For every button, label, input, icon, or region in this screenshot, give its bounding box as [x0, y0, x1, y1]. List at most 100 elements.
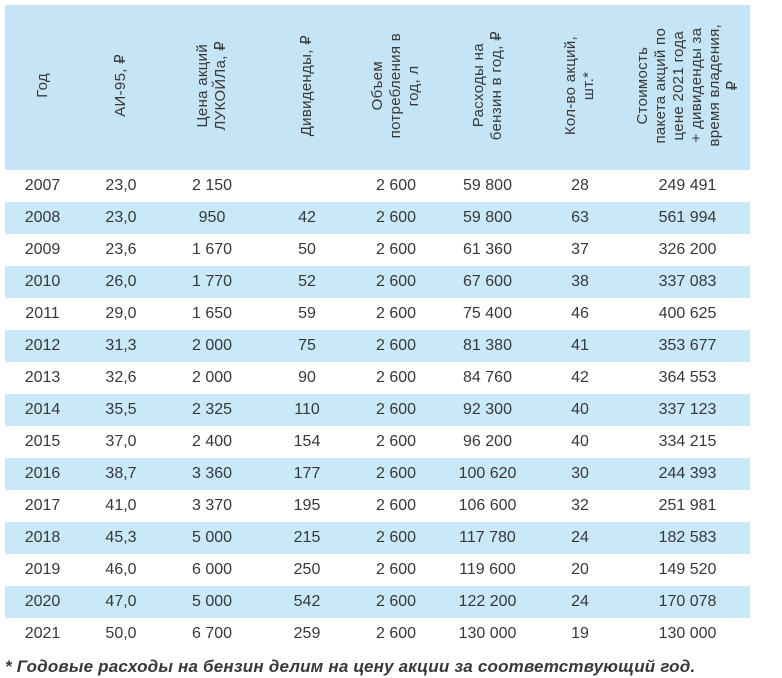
table-cell: 59 800 — [440, 170, 535, 202]
table-cell — [262, 170, 352, 202]
table-cell: 364 553 — [625, 362, 750, 394]
table-cell: 2 600 — [352, 362, 440, 394]
column-header-dividends-label: Дивиденды, ₽ — [298, 34, 315, 137]
table-cell: 2021 — [5, 618, 80, 650]
table-cell: 2 600 — [352, 330, 440, 362]
table-cell: 177 — [262, 458, 352, 490]
footnote: * Годовые расходы на бензин делим на цен… — [5, 657, 696, 676]
table-cell: 337 123 — [625, 394, 750, 426]
table-cell: 2 600 — [352, 202, 440, 234]
table-cell: 2 325 — [162, 394, 262, 426]
table-row: 2007 23,0 2 150 2 600 59 800 28 249 491 — [5, 170, 750, 202]
table-header: Год АИ-95, ₽ Цена акций ЛУКОЙЛа, ₽ Дивид… — [5, 5, 750, 170]
column-header-lukoil-share-price: Цена акций ЛУКОЙЛа, ₽ — [162, 5, 262, 170]
table-cell: 96 200 — [440, 426, 535, 458]
table-cell: 38 — [535, 266, 625, 298]
table-cell: 37 — [535, 234, 625, 266]
table-row: 2017 41,0 3 370 195 2 600 106 600 32 251 981 — [5, 490, 750, 522]
table-cell: 75 — [262, 330, 352, 362]
table-cell: 63 — [535, 202, 625, 234]
table-cell: 2013 — [5, 362, 80, 394]
table-cell: 950 — [162, 202, 262, 234]
table-cell: 67 600 — [440, 266, 535, 298]
table-cell: 119 600 — [440, 554, 535, 586]
table-cell: 100 620 — [440, 458, 535, 490]
table-cell: 3 360 — [162, 458, 262, 490]
table-cell: 46,0 — [80, 554, 162, 586]
header-row: Год АИ-95, ₽ Цена акций ЛУКОЙЛа, ₽ Дивид… — [5, 5, 750, 170]
table-cell: 2009 — [5, 234, 80, 266]
table-cell: 2 400 — [162, 426, 262, 458]
table-cell: 326 200 — [625, 234, 750, 266]
table-cell: 2 600 — [352, 298, 440, 330]
table-row: 2021 50,0 6 700 259 2 600 130 000 19 130 000 — [5, 618, 750, 650]
column-header-dividends: Дивиденды, ₽ — [262, 5, 352, 170]
table-cell: 106 600 — [440, 490, 535, 522]
table-row: 2016 38,7 3 360 177 2 600 100 620 30 244 393 — [5, 458, 750, 490]
table-row: 2009 23,6 1 670 50 2 600 61 360 37 326 200 — [5, 234, 750, 266]
table-cell: 26,0 — [80, 266, 162, 298]
table-cell: 23,0 — [80, 170, 162, 202]
table-cell: 31,3 — [80, 330, 162, 362]
column-header-lukoil-share-price-label: Цена акций ЛУКОЙЛа, ₽ — [194, 40, 229, 131]
column-header-share-count: Кол-во акций, шт.* — [535, 5, 625, 170]
table-row: 2014 35,5 2 325 110 2 600 92 300 40 337 123 — [5, 394, 750, 426]
table-cell: 3 370 — [162, 490, 262, 522]
table-cell: 244 393 — [625, 458, 750, 490]
column-header-ai95-price: АИ-95, ₽ — [80, 5, 162, 170]
table-cell: 5 000 — [162, 586, 262, 618]
table-cell: 130 000 — [440, 618, 535, 650]
table-cell: 149 520 — [625, 554, 750, 586]
table-cell: 40 — [535, 394, 625, 426]
table-row: 2019 46,0 6 000 250 2 600 119 600 20 149 520 — [5, 554, 750, 586]
table-cell: 61 360 — [440, 234, 535, 266]
table-cell: 195 — [262, 490, 352, 522]
table-row: 2008 23,0 950 42 2 600 59 800 63 561 994 — [5, 202, 750, 234]
table-cell: 37,0 — [80, 426, 162, 458]
table-row: 2011 29,0 1 650 59 2 600 75 400 46 400 625 — [5, 298, 750, 330]
table-cell: 52 — [262, 266, 352, 298]
table-cell: 38,7 — [80, 458, 162, 490]
table-cell: 1 770 — [162, 266, 262, 298]
table-cell: 90 — [262, 362, 352, 394]
table-cell: 41 — [535, 330, 625, 362]
table-row: 2018 45,3 5 000 215 2 600 117 780 24 182 583 — [5, 522, 750, 554]
table-cell: 6 700 — [162, 618, 262, 650]
table-body: 2007 23,0 2 150 2 600 59 800 28 249 491 2008 23,… — [5, 170, 750, 650]
table-cell: 19 — [535, 618, 625, 650]
table-cell: 46 — [535, 298, 625, 330]
table-cell: 2 150 — [162, 170, 262, 202]
table-cell: 2016 — [5, 458, 80, 490]
table-cell: 1 670 — [162, 234, 262, 266]
table-cell: 110 — [262, 394, 352, 426]
table-row: 2013 32,6 2 000 90 2 600 84 760 42 364 553 — [5, 362, 750, 394]
table-cell: 50 — [262, 234, 352, 266]
table-cell: 130 000 — [625, 618, 750, 650]
table-cell: 542 — [262, 586, 352, 618]
table-cell: 42 — [262, 202, 352, 234]
table-cell: 259 — [262, 618, 352, 650]
table-cell: 250 — [262, 554, 352, 586]
table-cell: 47,0 — [80, 586, 162, 618]
table-row: 2012 31,3 2 000 75 2 600 81 380 41 353 677 — [5, 330, 750, 362]
table-cell: 122 200 — [440, 586, 535, 618]
table-cell: 81 380 — [440, 330, 535, 362]
table-cell: 42 — [535, 362, 625, 394]
table-cell: 92 300 — [440, 394, 535, 426]
table-cell: 6 000 — [162, 554, 262, 586]
table-cell: 45,3 — [80, 522, 162, 554]
table-cell: 2014 — [5, 394, 80, 426]
table-cell: 2008 — [5, 202, 80, 234]
table-cell: 41,0 — [80, 490, 162, 522]
column-header-ai95-price-label: АИ-95, ₽ — [112, 54, 129, 117]
column-header-annual-fuel-cost-label: Расходы на бензин в год, ₽ — [469, 30, 505, 141]
table-cell: 23,6 — [80, 234, 162, 266]
table-cell: 2 600 — [352, 266, 440, 298]
table-cell: 2 600 — [352, 522, 440, 554]
table-cell: 2019 — [5, 554, 80, 586]
table-cell: 75 400 — [440, 298, 535, 330]
table-cell: 20 — [535, 554, 625, 586]
column-header-annual-consumption-label: Объем потребления в год, л — [369, 32, 422, 139]
table-cell: 337 083 — [625, 266, 750, 298]
